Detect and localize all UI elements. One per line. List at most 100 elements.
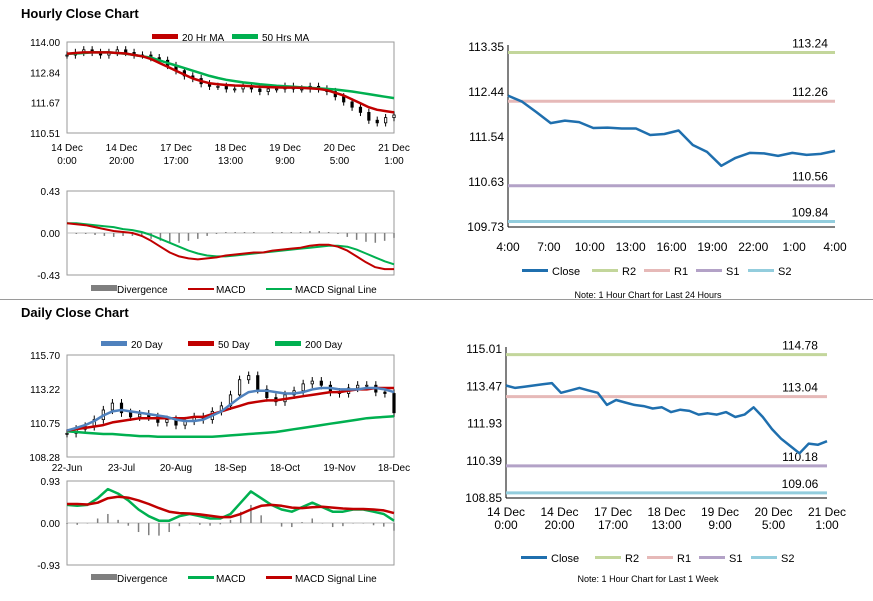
x-tick-label: 21 Dec: [808, 505, 846, 519]
candle-body: [256, 375, 260, 390]
candle-body: [237, 379, 242, 396]
x-tick-label: 9:00: [708, 518, 732, 532]
section-divider: [0, 299, 873, 300]
y-tick-label: 113.22: [30, 385, 60, 396]
y-tick-label: 108.85: [465, 491, 502, 505]
legend-swatch: [275, 341, 301, 346]
level-label-r1: 113.04: [782, 381, 818, 395]
x-tick-label: 13:00: [218, 156, 243, 167]
x-tick-label: 5:00: [330, 156, 350, 167]
legend-swatch: [232, 34, 258, 39]
legend-label: S2: [781, 553, 794, 565]
legend-label: Close: [552, 266, 580, 278]
candle-body: [247, 375, 251, 381]
close-line: [507, 94, 836, 168]
x-tick-label: 20 Dec: [754, 505, 792, 519]
x-tick-label: 20:00: [109, 156, 134, 167]
x-tick-label: 0:00: [494, 518, 518, 532]
legend-label: Close: [551, 553, 579, 565]
x-tick-label: 17 Dec: [160, 143, 192, 154]
legend-label: R1: [677, 553, 691, 565]
legend-swatch: [595, 556, 621, 559]
y-tick-label: 112.84: [30, 68, 60, 79]
level-label-s2: 109.84: [792, 206, 829, 220]
candle-body: [319, 380, 323, 386]
x-tick-label: 0:00: [57, 156, 77, 167]
candle-body: [367, 112, 371, 121]
ma-20-line: [66, 51, 395, 114]
candle-body: [365, 384, 369, 387]
x-tick-label: 13:00: [651, 518, 681, 532]
y-tick-label: 111.54: [469, 130, 504, 144]
candle-body: [266, 88, 270, 92]
x-tick-label: 22:00: [738, 240, 768, 254]
y-tick-label: 113.35: [468, 40, 504, 54]
x-tick-label: 20-Aug: [160, 463, 192, 474]
legend-swatch: [592, 269, 618, 272]
legend-swatch: [748, 269, 774, 272]
legend-label: R2: [625, 553, 639, 565]
legend-label: MACD Signal Line: [295, 285, 377, 296]
legend-swatch: [699, 556, 725, 559]
candle-body: [384, 117, 388, 124]
legend-label: Divergence: [117, 574, 168, 585]
x-tick-label: 7:00: [537, 240, 561, 254]
x-tick-label: 14 Dec: [487, 505, 525, 519]
candle-body: [138, 413, 142, 418]
x-tick-label: 21 Dec: [378, 143, 410, 154]
legend-label: MACD: [216, 574, 245, 585]
x-tick-label: 14 Dec: [51, 143, 83, 154]
y-tick-label: 110.75: [30, 419, 60, 430]
candle-body: [233, 88, 237, 91]
legend-swatch: [152, 34, 178, 39]
y-tick-label: 109.73: [467, 220, 504, 234]
plot-frame: [66, 41, 395, 134]
legend-label: R2: [622, 266, 636, 278]
y-tick-label: 110.63: [468, 175, 504, 189]
candle-body: [119, 402, 124, 414]
daily-section-title: Daily Close Chart: [21, 305, 129, 320]
legend-label: MACD: [216, 285, 245, 296]
level-label-r2: 114.78: [782, 339, 818, 353]
ma-20-line: [66, 386, 395, 432]
y-tick-label: -0.93: [37, 561, 60, 572]
candle-body: [110, 402, 115, 411]
y-tick-label: -0.43: [37, 271, 60, 282]
legend-swatch: [91, 285, 117, 291]
legend-swatch: [521, 556, 547, 559]
candle-body: [356, 384, 360, 389]
x-tick-label: 14 Dec: [540, 505, 578, 519]
ma-200-line: [66, 414, 395, 439]
candle-body: [383, 391, 387, 394]
candle-body: [156, 416, 160, 423]
x-tick-label: 16:00: [656, 240, 686, 254]
candle-body: [301, 383, 305, 392]
y-tick-label: 114.00: [30, 38, 60, 49]
legend-swatch: [188, 288, 214, 290]
x-tick-label: 19:00: [697, 240, 727, 254]
hourly-section-title: Hourly Close Chart: [21, 6, 139, 21]
y-tick-label: 112.44: [468, 85, 504, 99]
candle-body: [392, 114, 396, 119]
legend-swatch: [188, 341, 214, 346]
ma-50-line: [66, 386, 394, 432]
x-tick-label: 20 Dec: [324, 143, 356, 154]
x-tick-label: 19 Dec: [701, 505, 739, 519]
candle-body: [165, 419, 169, 423]
legend-label: 20 Hr MA: [182, 33, 225, 44]
x-tick-label: 18-Sep: [214, 463, 247, 474]
y-tick-label: 115.70: [30, 351, 60, 362]
level-label-r2: 113.24: [792, 36, 828, 50]
x-tick-label: 22-Jun: [52, 463, 83, 474]
legend-label: S2: [778, 266, 791, 278]
y-tick-label: 115.01: [466, 342, 502, 356]
legend-swatch: [647, 556, 673, 559]
x-tick-label: 18-Dec: [378, 463, 410, 474]
legend-swatch: [522, 269, 548, 272]
candle-body: [375, 119, 379, 124]
y-tick-label: 0.93: [41, 477, 61, 488]
y-tick-label: 108.28: [29, 453, 60, 464]
